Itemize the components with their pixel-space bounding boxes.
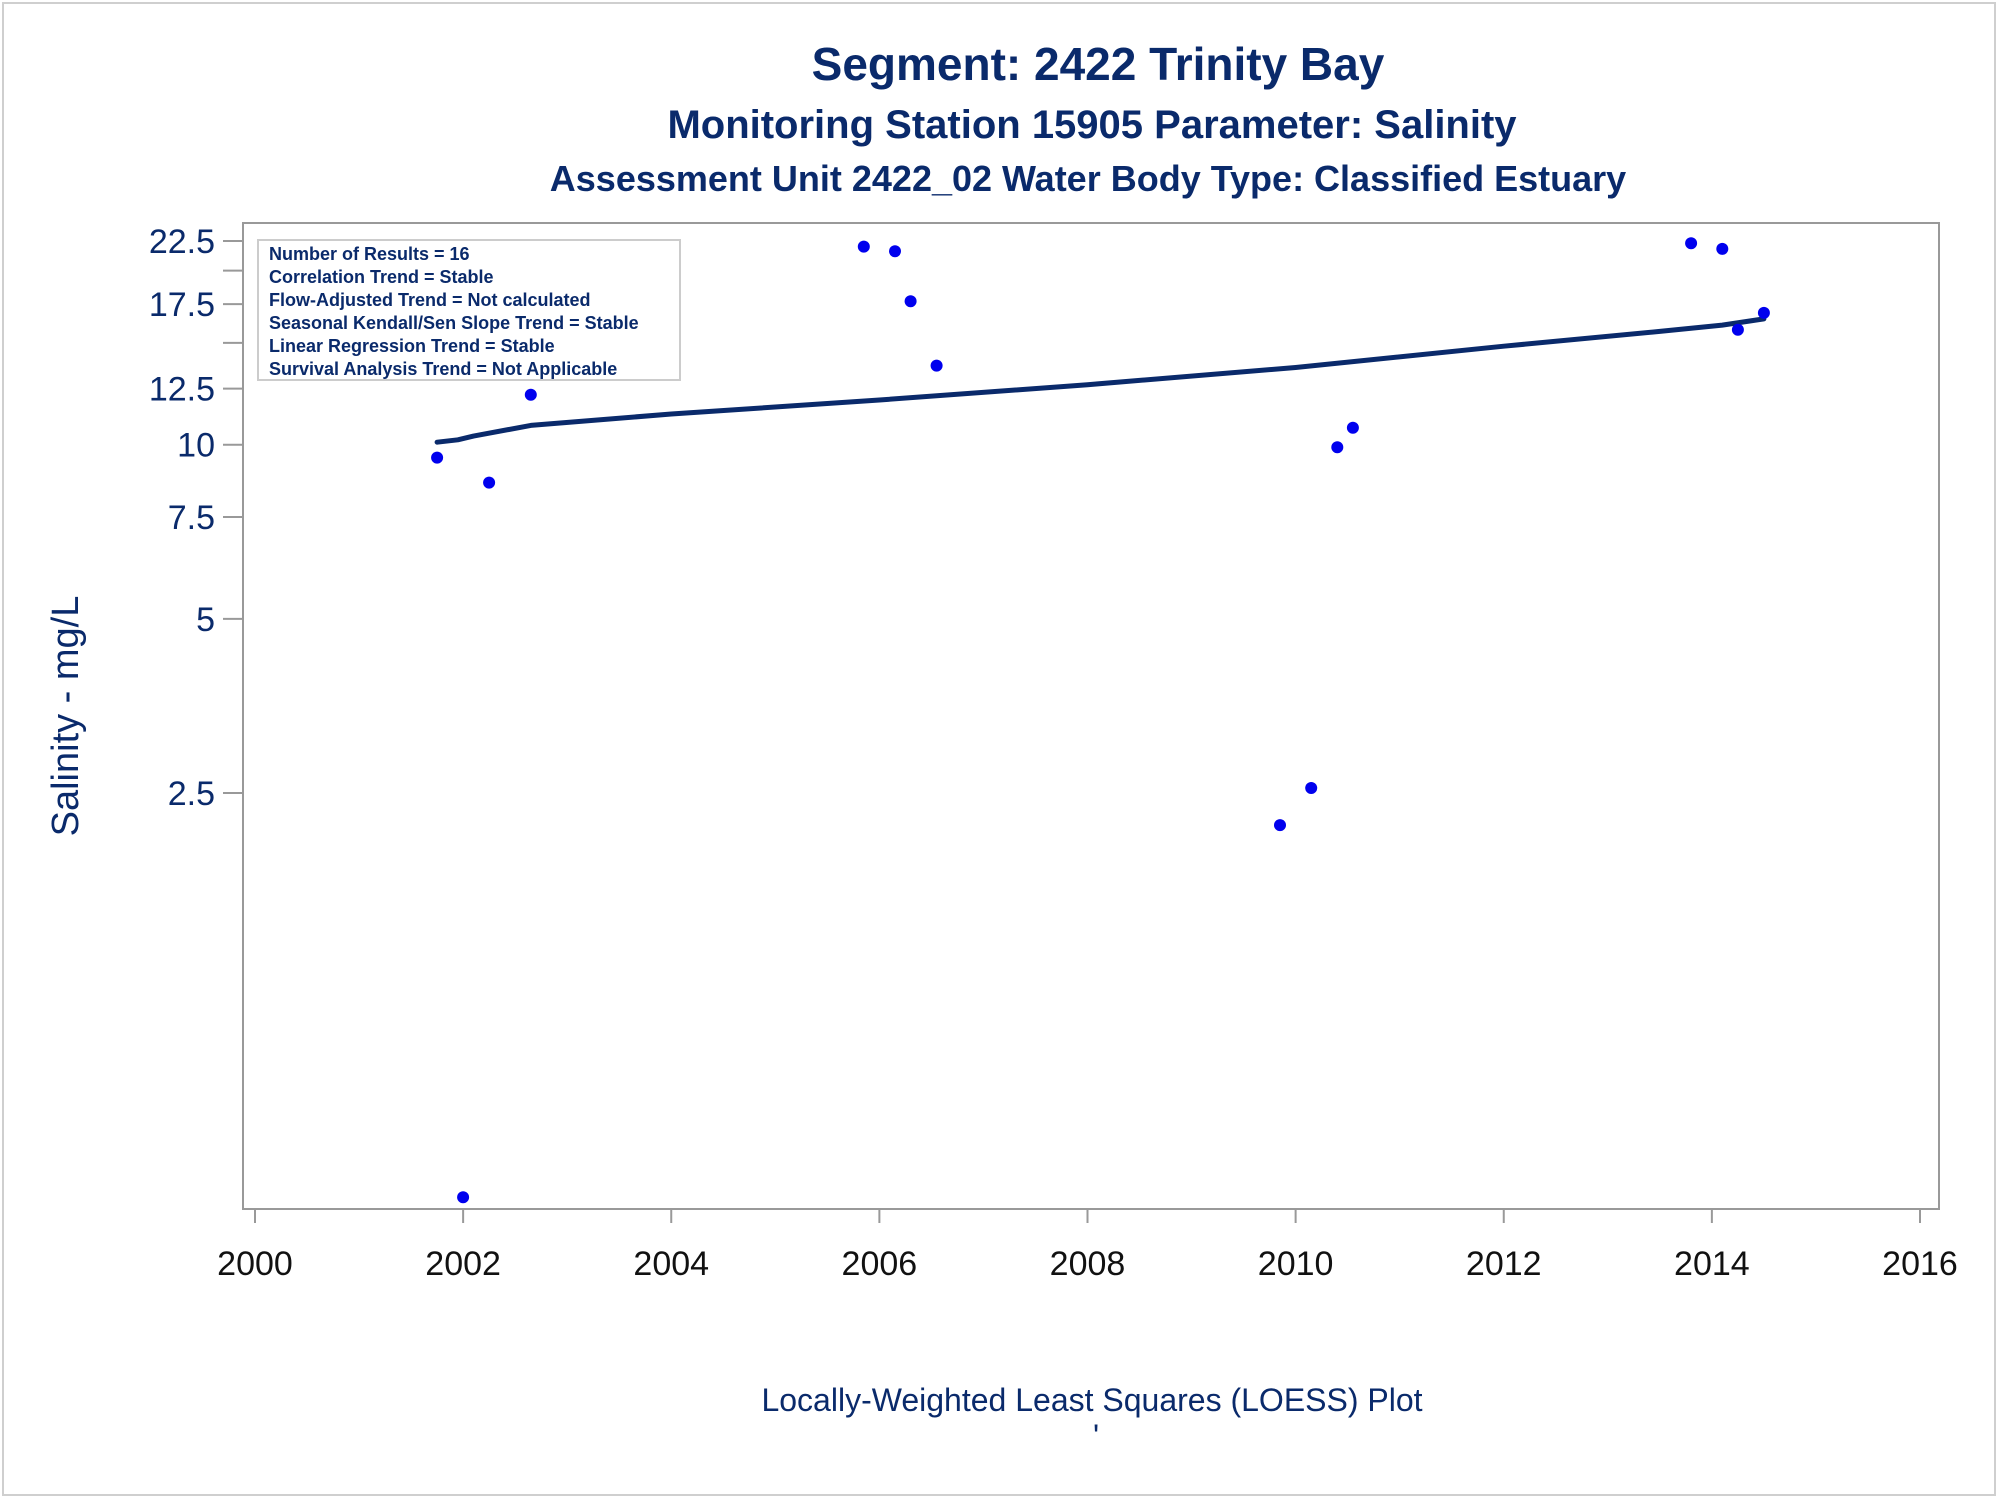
data-point <box>1346 421 1359 434</box>
chart-title: Segment: 2422 Trinity Bay <box>812 38 1385 90</box>
data-point <box>1757 306 1770 319</box>
data-point <box>524 388 537 401</box>
data-point <box>1716 242 1729 255</box>
stats-box: Number of Results = 16 Correlation Trend… <box>257 239 681 381</box>
data-point <box>930 359 943 372</box>
x-tick-label: 2002 <box>425 1245 501 1283</box>
y-tick-label: 12.5 <box>149 371 215 409</box>
stats-line-seasonal-kendall: Seasonal Kendall/Sen Slope Trend = Stabl… <box>269 313 639 333</box>
x-tick-label: 2004 <box>633 1245 709 1283</box>
x-tick-label: 2014 <box>1674 1245 1750 1283</box>
loess-trend-layer <box>434 316 1767 445</box>
chart-subtitle: Monitoring Station 15905 Parameter: Sali… <box>667 103 1517 147</box>
data-point <box>904 295 917 308</box>
data-points-layer <box>431 237 1770 1204</box>
y-tick-label: 5 <box>196 601 215 639</box>
data-point <box>1331 441 1344 454</box>
y-axis: 22.5 17.5 12.5 10 7.5 5 2.5 <box>149 223 243 813</box>
x-tick-label: 2016 <box>1882 1245 1958 1283</box>
data-point <box>483 476 496 489</box>
x-tick-label: 2008 <box>1050 1245 1126 1283</box>
y-axis-label: Salinity - mg/L <box>45 596 87 837</box>
x-tick-label: 2000 <box>217 1245 293 1283</box>
stats-line-results: Number of Results = 16 <box>269 244 470 264</box>
footer-mark: ' <box>1093 1418 1099 1454</box>
x-tick-label: 2010 <box>1258 1245 1334 1283</box>
y-tick-label: 17.5 <box>149 286 215 324</box>
data-point <box>431 451 444 464</box>
stats-line-survival: Survival Analysis Trend = Not Applicable <box>269 359 617 379</box>
x-tick-label: 2012 <box>1466 1245 1542 1283</box>
y-tick-label: 10 <box>177 427 215 465</box>
data-point <box>857 240 870 253</box>
data-point <box>1305 782 1318 794</box>
y-tick-label: 7.5 <box>168 499 215 537</box>
plot-type-label: Locally-Weighted Least Squares (LOESS) P… <box>761 1382 1422 1418</box>
data-point <box>457 1191 470 1204</box>
y-tick-label: 22.5 <box>149 223 215 261</box>
chart-subtitle-2: Assessment Unit 2422_02 Water Body Type:… <box>550 158 1626 199</box>
data-point <box>889 245 901 258</box>
data-point <box>1685 237 1698 250</box>
stats-line-linear-regression: Linear Regression Trend = Stable <box>269 336 555 356</box>
loess-trend-line <box>434 316 1767 445</box>
y-tick-label: 2.5 <box>168 775 215 813</box>
x-tick-label: 2006 <box>842 1245 918 1283</box>
plot-area <box>242 222 1940 1210</box>
stats-line-flow-adjusted: Flow-Adjusted Trend = Not calculated <box>269 290 591 310</box>
data-point <box>1274 819 1286 832</box>
stats-line-correlation: Correlation Trend = Stable <box>269 267 494 287</box>
x-axis: 2000 2002 2004 2006 2008 2010 2012 2014 2016 <box>217 1209 1958 1283</box>
stats-box-border <box>257 239 681 381</box>
data-point <box>1731 323 1744 336</box>
